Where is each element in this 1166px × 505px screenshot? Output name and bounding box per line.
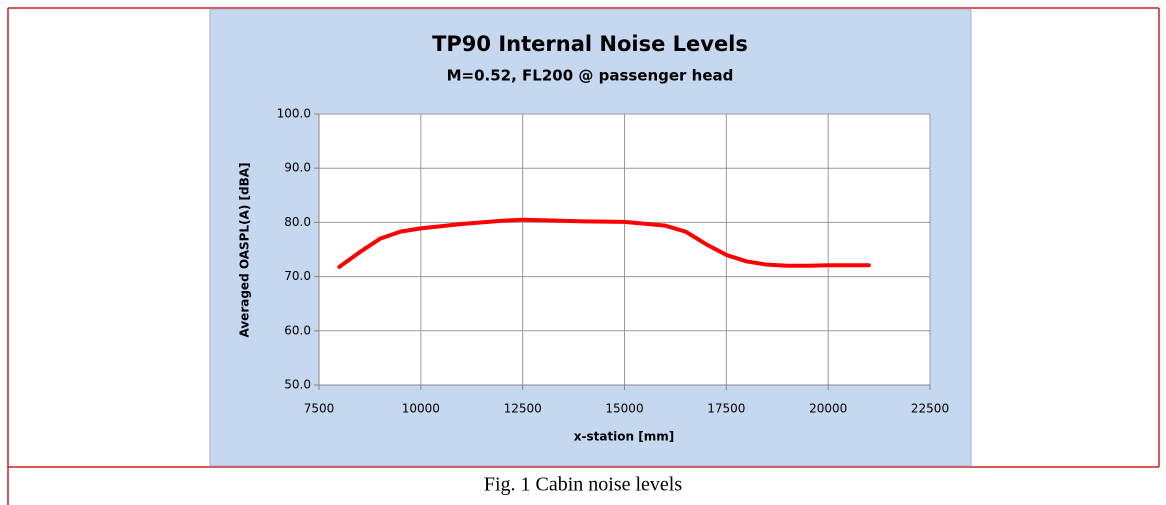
- caption: Fig. 1 Cabin noise levels: [484, 474, 683, 496]
- y-tick-label: 60.0: [284, 323, 311, 337]
- y-tick-label: 50.0: [284, 378, 311, 392]
- x-tick-label: 15000: [605, 402, 643, 416]
- y-tick-label: 100.0: [277, 107, 311, 121]
- x-tick-label: 10000: [402, 402, 440, 416]
- x-tick-label: 20000: [809, 402, 847, 416]
- y-tick-label: 70.0: [284, 269, 311, 283]
- y-tick-label: 80.0: [284, 215, 311, 229]
- x-tick-label: 17500: [707, 402, 745, 416]
- y-tick-label: 90.0: [284, 161, 311, 175]
- x-tick-label: 12500: [504, 402, 542, 416]
- x-tick-label: 7500: [304, 402, 335, 416]
- chart-title: TP90 Internal Noise Levels: [432, 32, 748, 56]
- chart-subtitle: M=0.52, FL200 @ passenger head: [447, 67, 734, 85]
- data-line: [337, 217, 871, 269]
- x-axis-label: x-station [mm]: [574, 430, 675, 444]
- x-tick-label: 22500: [911, 402, 949, 416]
- y-axis-label: Averaged OASPL(A) [dBA]: [238, 162, 252, 337]
